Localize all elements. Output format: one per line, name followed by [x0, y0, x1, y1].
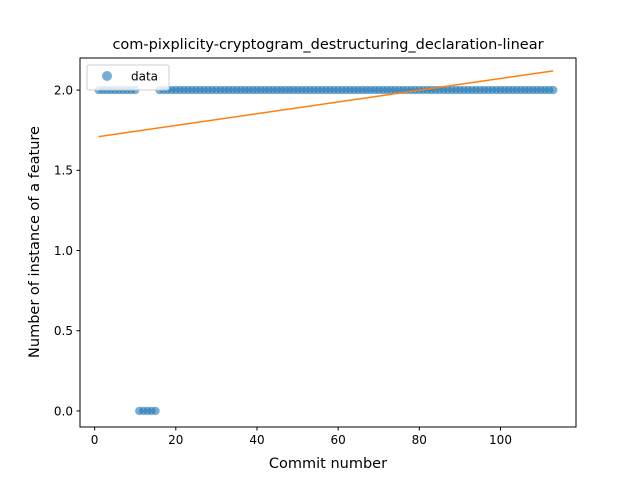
- plot-area: [94, 70, 558, 416]
- legend-marker-data: [102, 71, 112, 81]
- x-tick-label: 40: [249, 433, 264, 447]
- x-axis-label: Commit number: [269, 456, 387, 472]
- y-tick-label: 0.0: [54, 404, 73, 418]
- axes-frame: [79, 57, 577, 428]
- x-tick-label: 60: [331, 433, 346, 447]
- x-tick-label: 100: [489, 433, 512, 447]
- y-tick-label: 1.5: [54, 164, 73, 178]
- y-tick-label: 2.0: [54, 83, 73, 97]
- x-tick-label: 80: [412, 433, 427, 447]
- data-point: [151, 406, 160, 416]
- data-point: [549, 85, 558, 95]
- y-axis: 0.0 0.5 1.0 1.5 2.0: [54, 83, 80, 418]
- chart-title: com-pixplicity-cryptogram_destructuring_…: [112, 37, 543, 53]
- trend-line: [98, 70, 554, 138]
- x-axis: 0 20 40 60 80 100: [91, 427, 512, 447]
- y-tick-label: 0.5: [54, 324, 73, 338]
- legend-label-data: data: [131, 70, 158, 84]
- y-tick-label: 1.0: [54, 244, 73, 258]
- legend: data: [86, 64, 170, 91]
- x-tick-label: 20: [168, 433, 183, 447]
- y-axis-label: Number of instance of a feature: [27, 126, 43, 358]
- x-tick-label: 0: [91, 433, 99, 447]
